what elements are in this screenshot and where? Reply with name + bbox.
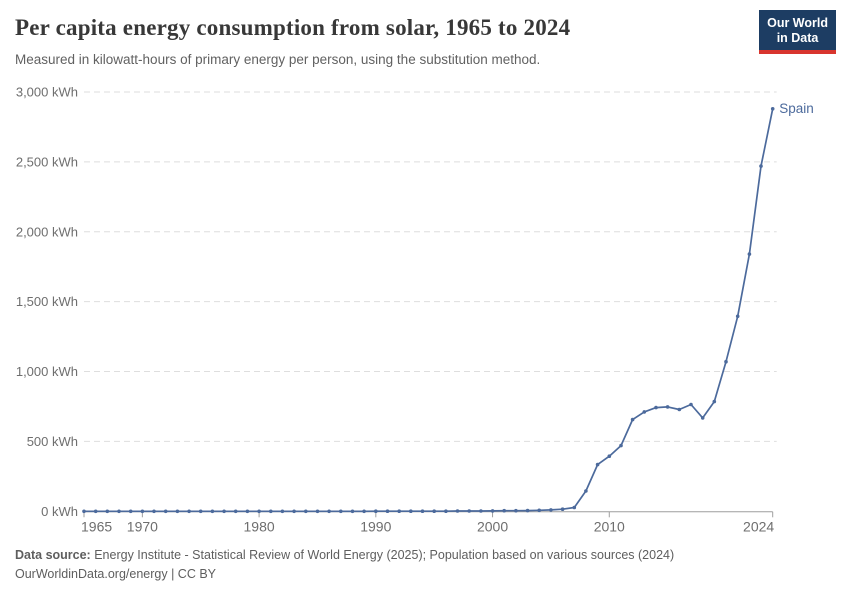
- owid-logo-line2: in Data: [776, 31, 819, 45]
- data-source-text: Energy Institute - Statistical Review of…: [94, 548, 675, 562]
- x-axis-tick-label: 1980: [244, 518, 275, 534]
- data-point-2019[interactable]: [712, 399, 717, 404]
- data-point-1999[interactable]: [479, 509, 483, 513]
- data-source-label: Data source:: [15, 548, 91, 562]
- data-point-1991[interactable]: [385, 509, 390, 513]
- data-point-2017[interactable]: [689, 402, 693, 407]
- data-point-1969[interactable]: [128, 509, 133, 514]
- series-end-label[interactable]: Spain: [779, 101, 814, 116]
- data-point-1982[interactable]: [280, 509, 285, 514]
- data-point-2013[interactable]: [642, 410, 647, 414]
- y-axis-tick-label: 500 kWh: [27, 434, 78, 449]
- data-source-line: Data source: Energy Institute - Statisti…: [15, 546, 674, 565]
- data-point-1994[interactable]: [420, 509, 425, 513]
- x-axis-tick-label: 1965: [81, 518, 112, 534]
- data-point-2009[interactable]: [595, 462, 600, 467]
- data-point-1981[interactable]: [269, 509, 273, 514]
- data-point-1977[interactable]: [222, 509, 226, 514]
- data-point-1966[interactable]: [93, 509, 98, 514]
- y-axis-tick-label: 2,000 kWh: [16, 224, 78, 239]
- chart-title: Per capita energy consumption from solar…: [15, 15, 571, 40]
- data-point-1976[interactable]: [210, 509, 215, 514]
- x-axis-tick-label: 1970: [127, 518, 158, 534]
- data-point-2010[interactable]: [607, 454, 612, 459]
- chart-footer: Data source: Energy Institute - Statisti…: [15, 546, 674, 584]
- data-point-1997[interactable]: [455, 509, 460, 513]
- data-point-1967[interactable]: [105, 509, 110, 514]
- data-point-1975[interactable]: [198, 509, 203, 514]
- data-point-1986[interactable]: [327, 509, 331, 514]
- data-point-1995[interactable]: [432, 509, 437, 513]
- series-line-spain[interactable]: [83, 107, 774, 513]
- data-point-1984[interactable]: [304, 509, 308, 514]
- owid-logo-line1: Our World: [767, 16, 828, 30]
- data-point-2021[interactable]: [735, 314, 740, 319]
- data-point-1998[interactable]: [467, 509, 472, 513]
- data-point-1971[interactable]: [152, 509, 156, 514]
- license-note[interactable]: OurWorldinData.org/energy | CC BY: [15, 566, 217, 581]
- data-point-2023[interactable]: [759, 164, 763, 168]
- data-point-1985[interactable]: [315, 509, 320, 514]
- owid-logo[interactable]: Our World in Data: [759, 10, 836, 54]
- x-axis-tick-label: 2000: [477, 518, 508, 534]
- data-point-2000[interactable]: [490, 509, 495, 513]
- data-point-2001[interactable]: [502, 508, 507, 513]
- data-point-1988[interactable]: [350, 509, 355, 514]
- data-point-1993[interactable]: [409, 509, 413, 513]
- data-point-1970[interactable]: [140, 509, 145, 514]
- data-point-2012[interactable]: [630, 417, 635, 422]
- data-point-1973[interactable]: [175, 509, 180, 514]
- data-point-1978[interactable]: [233, 509, 238, 514]
- data-point-2007[interactable]: [572, 505, 577, 510]
- data-point-1992[interactable]: [397, 509, 402, 513]
- y-axis-tick-label: 1,500 kWh: [16, 294, 78, 309]
- data-point-2008[interactable]: [584, 489, 588, 493]
- chart-subtitle: Measured in kilowatt-hours of primary en…: [15, 52, 541, 67]
- data-point-2002[interactable]: [514, 508, 518, 513]
- y-axis-tick-label: 0 kWh: [41, 504, 78, 519]
- data-point-2024[interactable]: [770, 107, 775, 111]
- x-axis-tick-label: 2010: [594, 518, 625, 534]
- data-point-1968[interactable]: [117, 509, 121, 514]
- data-point-2003[interactable]: [525, 508, 530, 513]
- data-point-1979[interactable]: [245, 509, 250, 514]
- data-point-2004[interactable]: [537, 508, 541, 513]
- y-axis-tick-label: 3,000 kWh: [16, 85, 78, 100]
- data-point-2020[interactable]: [724, 359, 728, 364]
- data-point-1989[interactable]: [362, 509, 366, 514]
- x-axis-tick-label: 1990: [360, 518, 391, 534]
- data-point-2022[interactable]: [747, 252, 752, 256]
- data-point-2014[interactable]: [654, 405, 658, 410]
- data-point-2011[interactable]: [619, 443, 623, 448]
- data-point-2006[interactable]: [560, 507, 565, 512]
- data-point-2005[interactable]: [549, 508, 553, 512]
- data-point-1987[interactable]: [339, 509, 343, 514]
- data-point-1983[interactable]: [292, 509, 296, 514]
- data-point-1980[interactable]: [257, 509, 261, 514]
- data-point-1974[interactable]: [187, 509, 191, 514]
- data-point-1972[interactable]: [163, 509, 168, 514]
- data-point-1965[interactable]: [82, 509, 86, 514]
- data-point-2018[interactable]: [700, 416, 705, 420]
- data-point-2015[interactable]: [665, 405, 670, 409]
- y-axis-tick-label: 2,500 kWh: [16, 154, 78, 169]
- data-point-1996[interactable]: [444, 509, 448, 513]
- data-point-1990[interactable]: [374, 509, 378, 513]
- y-axis-tick-label: 1,000 kWh: [16, 364, 78, 379]
- data-point-2016[interactable]: [677, 407, 682, 412]
- x-axis-tick-label: 2024: [743, 518, 774, 534]
